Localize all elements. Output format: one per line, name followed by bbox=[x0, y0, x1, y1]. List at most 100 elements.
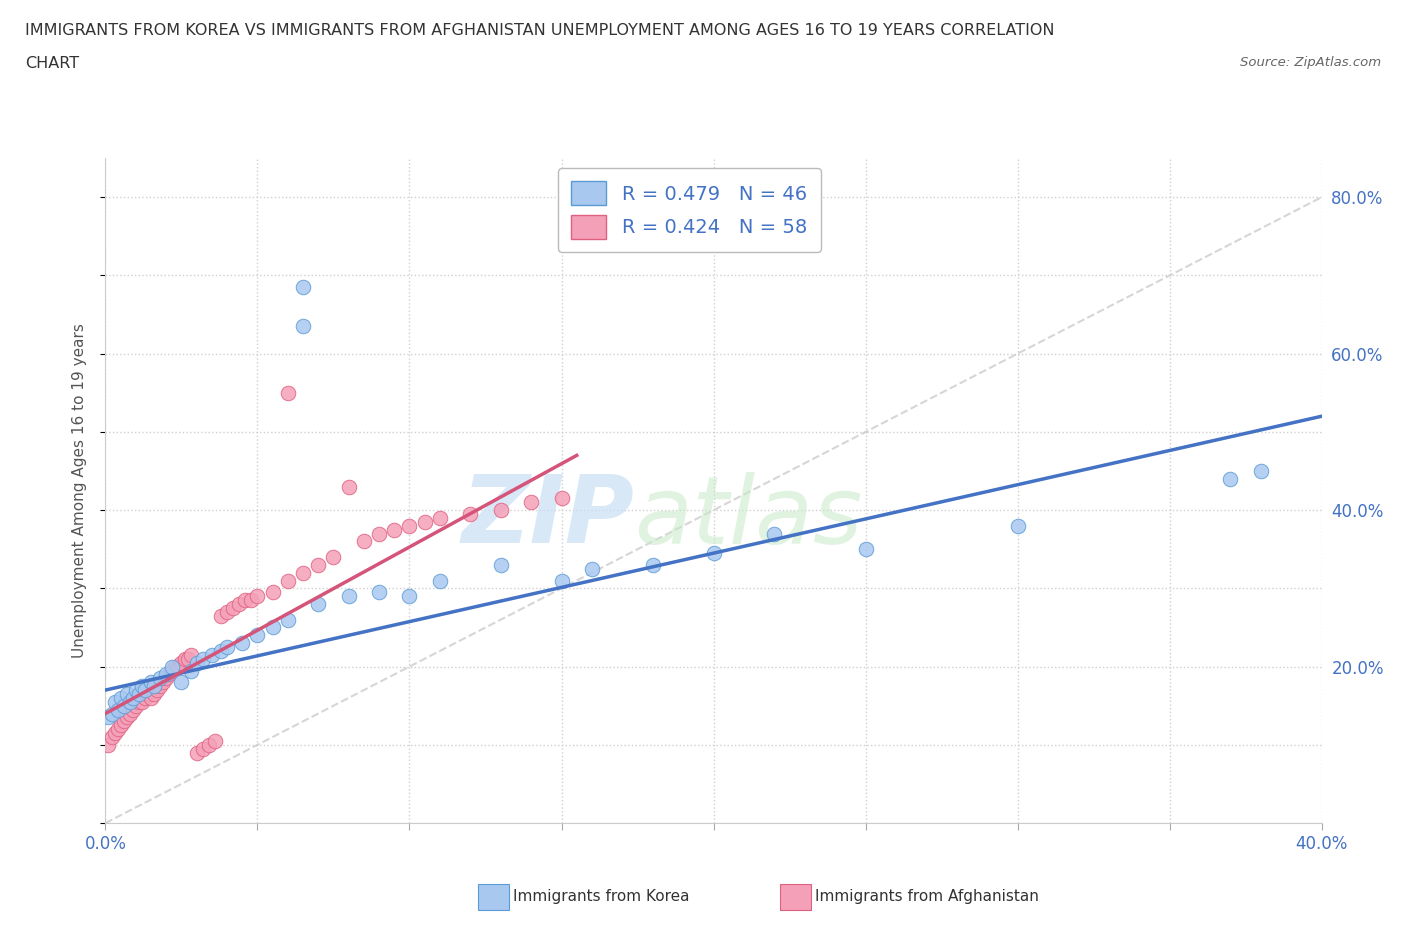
Text: atlas: atlas bbox=[634, 472, 863, 563]
Text: IMMIGRANTS FROM KOREA VS IMMIGRANTS FROM AFGHANISTAN UNEMPLOYMENT AMONG AGES 16 : IMMIGRANTS FROM KOREA VS IMMIGRANTS FROM… bbox=[25, 23, 1054, 38]
Text: Source: ZipAtlas.com: Source: ZipAtlas.com bbox=[1240, 56, 1381, 69]
Point bbox=[152, 675, 174, 690]
Point bbox=[112, 698, 135, 713]
Point bbox=[107, 702, 129, 717]
Point bbox=[143, 686, 166, 701]
Point bbox=[103, 725, 125, 740]
Point bbox=[162, 659, 184, 674]
Point bbox=[107, 722, 129, 737]
Point bbox=[139, 679, 162, 694]
Point bbox=[458, 507, 481, 522]
Point bbox=[128, 695, 150, 710]
Point bbox=[121, 690, 143, 705]
Point bbox=[292, 565, 315, 580]
Point bbox=[97, 710, 120, 724]
Point bbox=[176, 651, 198, 666]
Point bbox=[307, 557, 329, 572]
Point bbox=[246, 628, 269, 643]
Point bbox=[246, 589, 269, 604]
Point bbox=[307, 596, 329, 611]
Point bbox=[155, 671, 177, 685]
Point bbox=[222, 601, 245, 616]
Point bbox=[413, 514, 436, 529]
Point bbox=[112, 714, 135, 729]
Point bbox=[125, 683, 148, 698]
Point bbox=[209, 644, 232, 658]
Point bbox=[165, 659, 187, 674]
Point bbox=[262, 585, 284, 600]
Point bbox=[128, 686, 150, 701]
Point bbox=[136, 686, 159, 701]
Point bbox=[110, 690, 132, 705]
Point bbox=[204, 734, 226, 749]
Point bbox=[180, 647, 202, 662]
Point bbox=[233, 592, 256, 607]
Point bbox=[155, 667, 177, 682]
Point bbox=[125, 698, 148, 713]
Point bbox=[1007, 518, 1029, 533]
Point bbox=[139, 690, 162, 705]
Point bbox=[217, 640, 239, 655]
Point bbox=[550, 491, 572, 506]
Point bbox=[228, 596, 250, 611]
Point bbox=[103, 695, 125, 710]
Point bbox=[180, 663, 202, 678]
Point bbox=[1219, 472, 1241, 486]
Point bbox=[139, 675, 162, 690]
Point bbox=[277, 385, 299, 400]
Point bbox=[368, 526, 391, 541]
Point bbox=[157, 667, 180, 682]
Point bbox=[231, 636, 253, 651]
Point bbox=[170, 656, 193, 671]
Point bbox=[186, 745, 208, 760]
Point bbox=[322, 550, 344, 565]
Point bbox=[763, 526, 786, 541]
Point bbox=[170, 675, 193, 690]
Point bbox=[134, 683, 156, 698]
Point bbox=[191, 651, 214, 666]
Point bbox=[110, 702, 132, 717]
Point bbox=[581, 562, 603, 577]
Point bbox=[162, 663, 184, 678]
Point bbox=[191, 741, 214, 756]
Point bbox=[262, 620, 284, 635]
Text: Immigrants from Afghanistan: Immigrants from Afghanistan bbox=[815, 889, 1039, 904]
Y-axis label: Unemployment Among Ages 16 to 19 years: Unemployment Among Ages 16 to 19 years bbox=[72, 323, 87, 658]
Point bbox=[118, 706, 141, 721]
Point bbox=[337, 589, 360, 604]
Point bbox=[201, 647, 224, 662]
Point bbox=[337, 479, 360, 494]
Text: Immigrants from Korea: Immigrants from Korea bbox=[513, 889, 690, 904]
Point bbox=[110, 718, 132, 733]
Point bbox=[489, 503, 512, 518]
Point bbox=[173, 651, 195, 666]
Point bbox=[240, 592, 263, 607]
Point bbox=[131, 679, 153, 694]
Point bbox=[398, 589, 420, 604]
Text: CHART: CHART bbox=[25, 56, 79, 71]
Point bbox=[121, 702, 143, 717]
Point bbox=[398, 518, 420, 533]
Point bbox=[146, 683, 169, 698]
Point bbox=[550, 573, 572, 588]
Point bbox=[382, 523, 405, 538]
Point bbox=[702, 546, 725, 561]
Point bbox=[520, 495, 543, 510]
Point bbox=[100, 706, 122, 721]
Point bbox=[100, 729, 122, 744]
Point bbox=[855, 542, 877, 557]
Point bbox=[277, 612, 299, 627]
Point bbox=[131, 695, 153, 710]
Point bbox=[115, 710, 138, 724]
Point bbox=[353, 534, 375, 549]
Point bbox=[429, 511, 451, 525]
Point bbox=[118, 695, 141, 710]
Point bbox=[641, 557, 664, 572]
Point bbox=[277, 573, 299, 588]
Text: ZIP: ZIP bbox=[461, 472, 634, 564]
Point bbox=[167, 659, 190, 674]
Point bbox=[149, 679, 172, 694]
Point bbox=[217, 604, 239, 619]
Point bbox=[429, 573, 451, 588]
Point bbox=[115, 686, 138, 701]
